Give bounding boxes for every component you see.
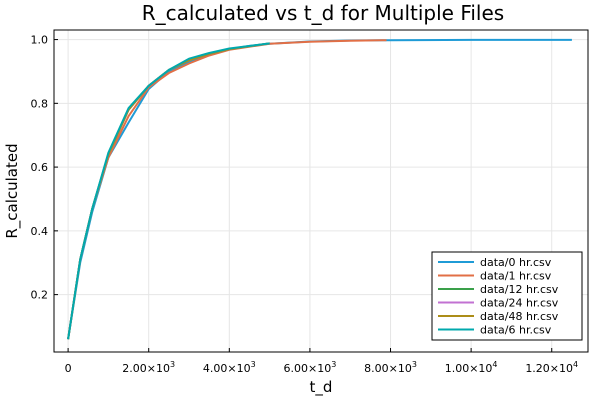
x-axis-label: t_d <box>310 378 333 397</box>
legend-box <box>431 251 583 341</box>
y-tick-label: 1.0 <box>31 34 49 47</box>
x-tick-label: 8.00×103 <box>364 360 417 375</box>
y-tick-label: 0.8 <box>31 97 49 110</box>
series-line-5 <box>67 42 270 340</box>
y-axis-label: R_calculated <box>3 143 22 238</box>
legend-label: data/6 hr.csv <box>480 324 552 337</box>
legend-label: data/1 hr.csv <box>480 270 552 283</box>
chart-title: R_calculated vs t_d for Multiple Files <box>142 1 504 25</box>
x-tick-label: 6.00×103 <box>284 360 337 375</box>
x-tick-label: 1.20×104 <box>525 360 578 375</box>
legend-label: data/48 hr.csv <box>480 310 559 323</box>
y-tick-label: 0.2 <box>31 289 49 302</box>
plot-frame <box>53 29 589 353</box>
y-tick-label: 0.4 <box>31 225 49 238</box>
x-tick-label: 1.00×104 <box>445 360 498 375</box>
x-tick-label: 2.00×103 <box>122 360 175 375</box>
x-ticks: 0 2.00×103 4.00×103 6.00×103 8.00×103 1.00×10… <box>65 348 578 375</box>
x-tick-label: 4.00×103 <box>203 360 256 375</box>
series-lines <box>67 38 572 340</box>
legend-label: data/24 hr.csv <box>480 297 559 310</box>
y-ticks: 0.2 0.4 0.6 0.8 1.0 <box>31 34 58 302</box>
legend-label: data/0 hr.csv <box>480 256 552 269</box>
x-tick-label: 0 <box>65 362 72 375</box>
legend-label: data/12 hr.csv <box>480 283 559 296</box>
y-tick-label: 0.6 <box>31 161 49 174</box>
grid <box>54 30 588 352</box>
